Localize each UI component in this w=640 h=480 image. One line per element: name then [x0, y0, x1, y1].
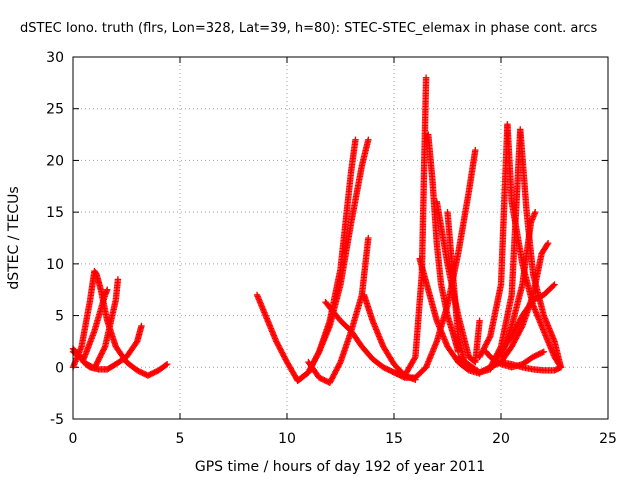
data-point: [104, 286, 111, 293]
y-axis-label: dSTEC / TECUs: [6, 186, 22, 289]
y-tick-label: 30: [46, 50, 64, 66]
data-point: [162, 361, 170, 369]
y-tick-label: 20: [46, 153, 64, 169]
chart-title: dSTEC Iono. truth (flrs, Lon=328, Lat=39…: [20, 21, 598, 36]
x-tick-label: 5: [176, 431, 185, 447]
y-tick-label: 5: [55, 309, 64, 325]
data-point: [472, 146, 479, 154]
y-tick-label: 0: [55, 360, 64, 376]
x-axis-label: GPS time / hours of day 192 of year 2011: [195, 459, 485, 475]
data-point: [315, 349, 322, 357]
data-point: [352, 136, 359, 143]
arc-9: [360, 74, 430, 379]
data-point: [114, 276, 122, 283]
data-point: [336, 360, 343, 367]
arc-4: [86, 322, 145, 373]
y-tick-label: -5: [50, 412, 64, 428]
x-tick-label: 20: [492, 431, 510, 447]
data-point: [138, 322, 145, 330]
data-point: [365, 136, 372, 143]
x-tick-label: 10: [278, 431, 296, 447]
arc-7: [305, 234, 372, 386]
x-tick-label: 0: [69, 431, 78, 447]
arc-6: [294, 136, 372, 384]
data-points: [69, 74, 565, 386]
data-point: [365, 234, 372, 242]
x-tick-label: 25: [599, 431, 617, 447]
data-point: [422, 74, 430, 81]
y-tick-label: 15: [46, 205, 64, 221]
y-tick-label: 10: [46, 257, 64, 273]
data-point: [101, 344, 108, 352]
y-tick-label: 25: [46, 102, 64, 118]
data-point: [411, 355, 418, 362]
data-point: [163, 360, 171, 368]
x-tick-label: 15: [385, 431, 403, 447]
